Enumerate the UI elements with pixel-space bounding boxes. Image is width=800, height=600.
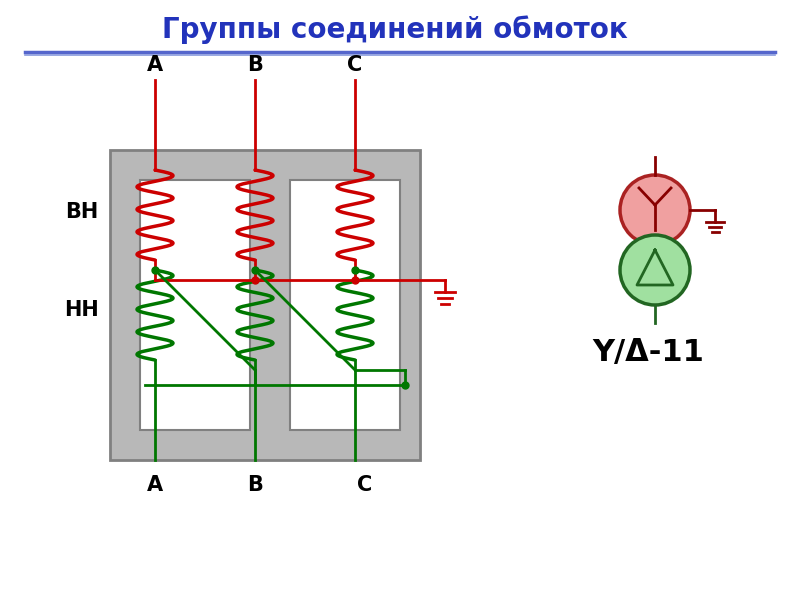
Text: B: B [247, 475, 263, 495]
Bar [140, 180, 250, 430]
Text: A: A [147, 55, 163, 75]
Text: C: C [347, 55, 362, 75]
Text: Группы соединений обмоток: Группы соединений обмоток [162, 16, 628, 44]
Text: Y/Δ-11: Y/Δ-11 [592, 337, 704, 367]
Bar [290, 180, 400, 430]
Circle shape [620, 235, 690, 305]
Text: ВН: ВН [66, 202, 98, 222]
Text: A: A [147, 475, 163, 495]
Bar [110, 150, 420, 460]
Circle shape [620, 175, 690, 245]
Text: C: C [358, 475, 373, 495]
Text: B: B [247, 55, 263, 75]
Text: НН: НН [65, 300, 99, 320]
